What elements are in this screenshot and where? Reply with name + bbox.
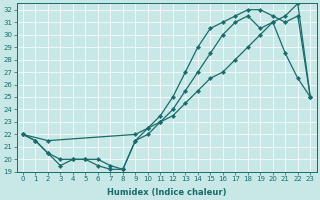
X-axis label: Humidex (Indice chaleur): Humidex (Indice chaleur) — [107, 188, 226, 197]
